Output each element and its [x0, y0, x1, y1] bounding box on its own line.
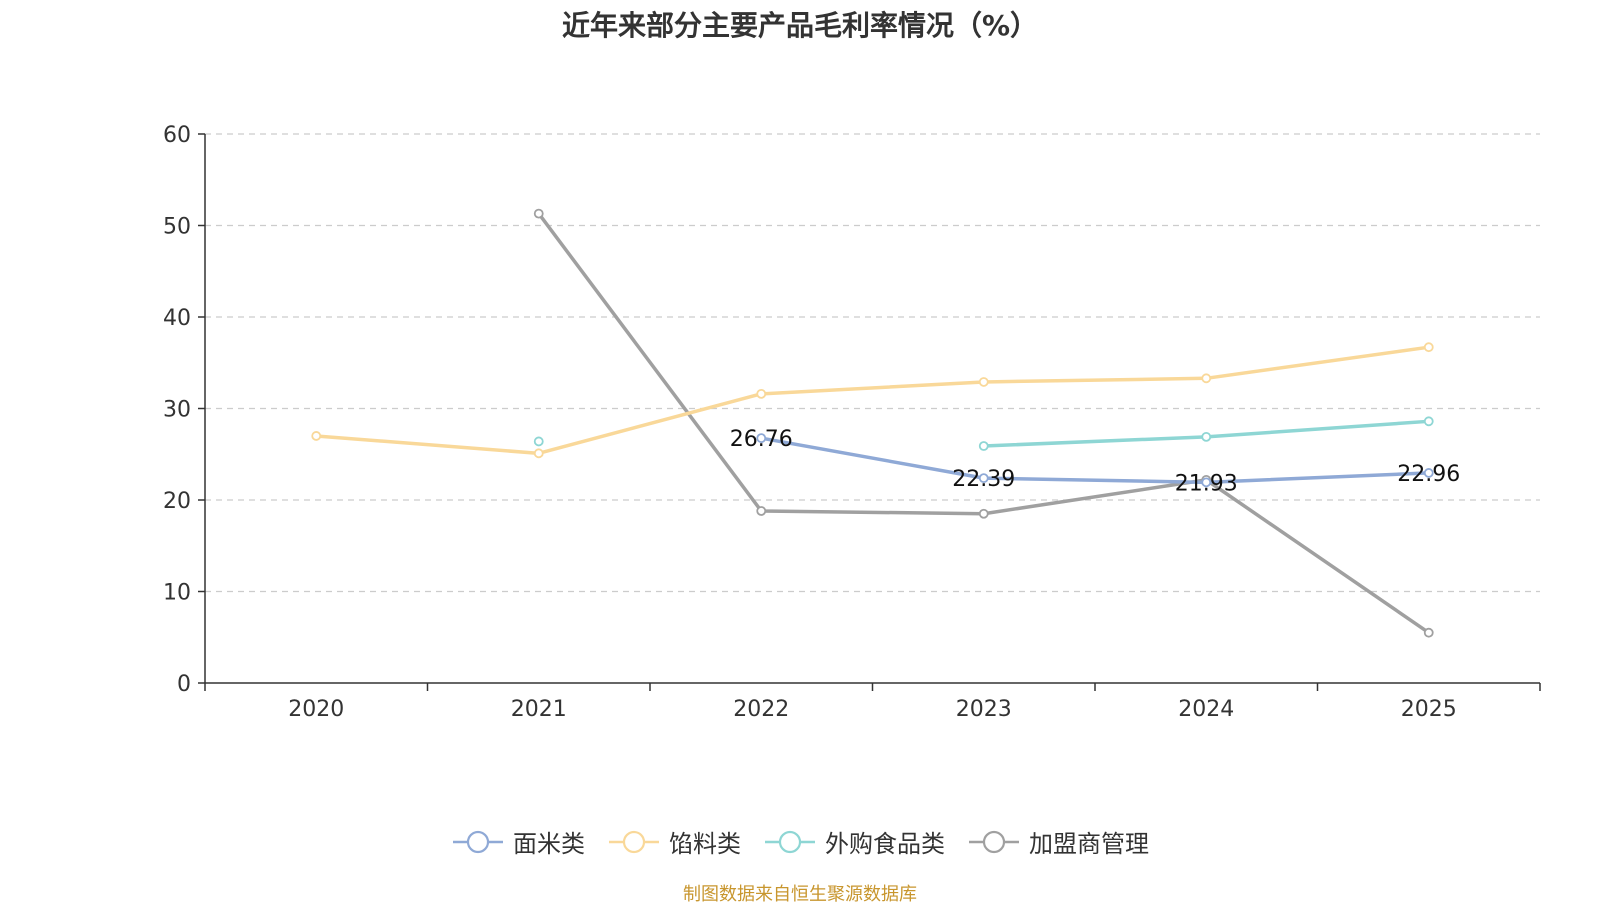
legend-label: 加盟商管理 — [1029, 830, 1149, 858]
data-point — [1423, 627, 1434, 638]
legend-label: 外购食品类 — [825, 830, 945, 858]
legend-label: 馅料类 — [669, 830, 741, 858]
y-tick-label: 10 — [163, 581, 191, 606]
data-point — [533, 448, 544, 459]
legend-swatch-icon — [453, 830, 503, 853]
data-label: 21.93 — [1175, 471, 1238, 496]
y-tick-label: 20 — [163, 489, 191, 514]
y-tick-label: 40 — [163, 306, 191, 331]
x-tick-label: 2020 — [288, 697, 344, 722]
data-point — [978, 508, 989, 519]
series-line-4 — [537, 212, 1430, 635]
chart-title: 近年来部分主要产品毛利率情况（%） — [561, 9, 1039, 42]
x-tick-label: 2023 — [956, 697, 1012, 722]
data-point — [756, 506, 767, 516]
data-source-note: 制图数据来自恒生聚源数据库 — [683, 884, 917, 905]
data-point — [533, 208, 544, 219]
x-tick-label: 2024 — [1178, 697, 1234, 722]
data-point — [1201, 373, 1212, 384]
x-tick-label: 2022 — [733, 697, 789, 722]
legend-item[interactable]: 外购食品类 — [763, 824, 945, 859]
data-point — [978, 377, 989, 387]
series-line-2 — [316, 345, 1429, 456]
y-tick-label: 60 — [163, 123, 191, 148]
legend-label: 面米类 — [513, 830, 585, 858]
data-point — [311, 431, 322, 441]
data-point — [1423, 416, 1434, 427]
data-point — [1201, 431, 1212, 442]
data-point — [533, 436, 544, 447]
data-point — [1201, 477, 1212, 488]
data-label: 26.76 — [730, 427, 793, 452]
data-label: 22.39 — [952, 467, 1015, 492]
x-tick-label: 2025 — [1401, 697, 1457, 722]
y-tick-label: 0 — [177, 672, 191, 697]
chart-legend: 面米类 馅料类 外购食品类 加盟商管理 — [0, 824, 1600, 859]
legend-swatch-icon — [969, 830, 1019, 853]
y-tick-label: 30 — [163, 398, 191, 423]
data-point — [1423, 468, 1434, 478]
legend-swatch-icon — [609, 830, 659, 853]
data-point — [1423, 342, 1434, 353]
y-tick-label: 50 — [163, 215, 191, 240]
series-line-1 — [760, 436, 1429, 485]
data-label: 22.96 — [1397, 462, 1460, 487]
legend-item[interactable]: 加盟商管理 — [967, 824, 1149, 859]
legend-item[interactable]: 面米类 — [451, 824, 585, 859]
data-point — [756, 433, 767, 444]
data-point — [978, 473, 989, 484]
x-tick-label: 2021 — [511, 697, 567, 722]
data-point — [978, 441, 989, 451]
legend-item[interactable]: 馅料类 — [607, 824, 741, 859]
legend-swatch-icon — [765, 830, 815, 853]
data-point — [756, 388, 767, 399]
